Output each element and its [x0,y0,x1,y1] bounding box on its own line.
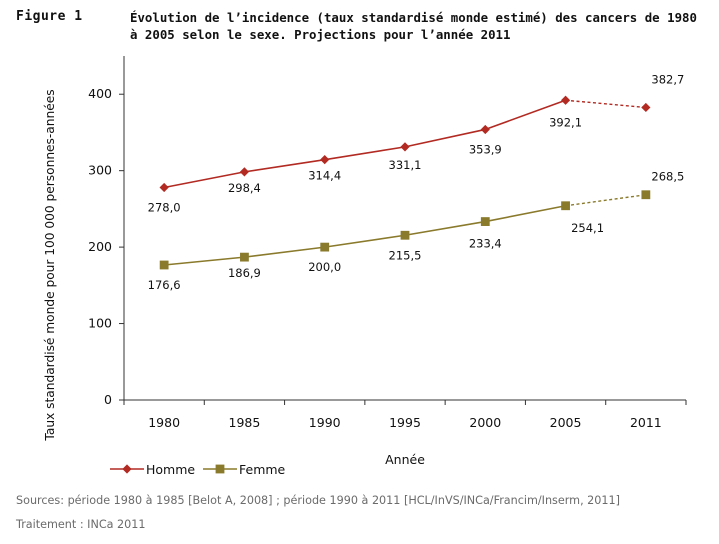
data-point-homme [480,124,490,135]
data-label: 200,0 [308,260,341,274]
y-tick-label: 100 [88,316,112,331]
data-label: 298,4 [228,181,261,195]
projection-line-homme [565,99,646,109]
legend-label-femme: Femme [239,462,286,477]
x-tick-label: 2011 [630,415,662,430]
data-point-femme [641,190,651,200]
x-tick-label: 1980 [148,415,180,430]
legend-label-homme: Homme [146,462,195,477]
data-label: 314,4 [308,169,341,183]
y-tick-label: 300 [88,163,112,178]
data-point-homme [560,95,571,105]
data-point-homme [320,155,330,165]
data-point-femme [400,230,410,240]
data-label: 186,9 [228,266,261,280]
data-label: 278,0 [148,200,181,214]
x-axis-title: Année [385,452,425,467]
data-point-homme [641,102,651,113]
data-point-femme [159,260,169,270]
data-label: 254,1 [571,221,604,235]
figure-label: Figure 1 [16,9,83,24]
data-label: 331,1 [389,158,422,172]
chart-axes: 0 100 200 300 400 1980 1985 1990 1995 2000 2005 201… [43,56,687,467]
y-axis-title: Taux standardisé monde pour 100 000 pers… [43,89,57,441]
projection-line-femme [565,194,646,207]
data-point-homme [239,167,250,177]
data-point-femme [240,252,249,262]
series-line-homme [163,99,566,189]
x-tick-label: 2000 [469,415,501,430]
x-tick-label: 2005 [550,415,582,430]
data-point-homme [159,182,169,193]
y-tick-label: 200 [88,239,112,254]
legend-marker-femme [215,464,225,474]
data-label: 233,4 [469,237,502,251]
data-label: 215,5 [389,248,422,262]
data-point-homme [400,142,410,152]
data-point-femme [561,201,570,211]
data-point-femme [480,217,490,226]
data-label: 268,5 [651,170,684,184]
legend-marker-homme [122,464,132,474]
data-label: 176,6 [148,278,181,292]
source-note: Sources: période 1980 à 1985 [Belot A, 2… [16,494,621,507]
figure-title: Évolution de l’incidence (taux standardi… [130,10,697,42]
chart-data-labels: 278,0 298,4 314,4 331,1 353,9 392,1 382,7 176,6… [148,72,685,292]
x-tick-label: 1985 [229,415,261,430]
x-tick-label: 1990 [309,415,341,430]
y-tick-label: 0 [104,392,112,407]
data-point-femme [320,242,330,252]
chart-marks [159,95,651,270]
x-tick-label: 1995 [389,415,421,430]
y-tick-label: 400 [88,86,112,101]
data-label: 382,7 [651,72,684,86]
data-label: 353,9 [469,142,502,156]
data-label: 392,1 [549,115,582,129]
processing-note: Traitement : INCa 2011 [16,518,146,531]
chart-legend: Homme Femme [110,462,286,477]
series-line-femme [164,204,566,266]
